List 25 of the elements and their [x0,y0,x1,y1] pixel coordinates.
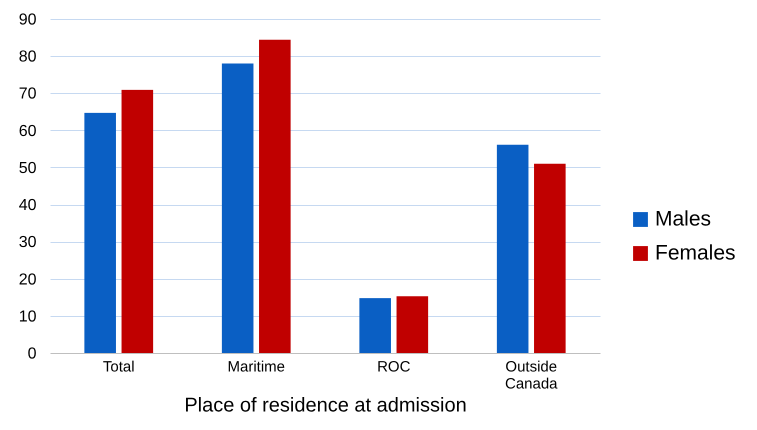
y-tick-label: 40 [18,197,37,214]
legend-label: Males [655,208,712,230]
x-axis-title: Place of residence at admission [184,394,467,416]
legend-label: Females [655,242,736,264]
bar [396,296,428,353]
bar [496,144,528,353]
y-tick-label: 30 [18,234,37,252]
bar [259,40,291,353]
x-tick-label: Outside Canada [504,358,558,392]
bar [359,298,391,353]
bar [122,90,154,353]
y-tick-label: 10 [18,308,37,326]
y-tick-label: 90 [18,12,37,28]
y-tick-label: 50 [18,160,37,177]
x-tick-label: Total [102,358,135,376]
bar [534,164,566,353]
y-tick-label: 20 [18,271,37,288]
bar [222,64,254,353]
y-tick-label: 0 [28,346,37,362]
x-tick-label: Maritime [227,358,286,376]
x-tick-label: ROC [377,358,411,376]
y-tick-label: 80 [18,48,37,66]
y-tick-label: 70 [18,86,37,103]
y-tick-label: 60 [18,122,37,140]
bar [84,112,116,353]
